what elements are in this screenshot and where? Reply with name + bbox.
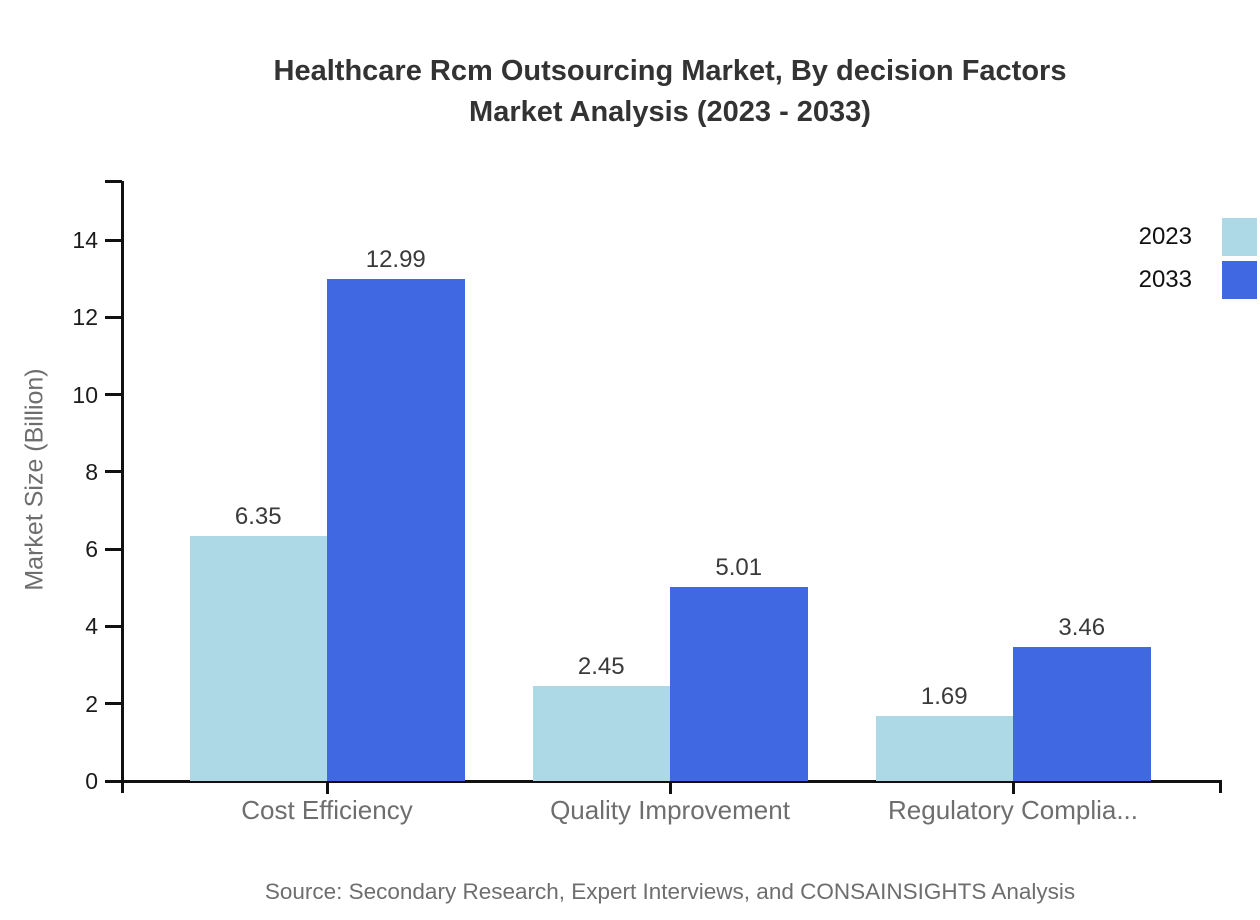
bar-2023-regulatory-complia <box>875 715 1013 781</box>
category-tick <box>325 781 329 794</box>
legend: 2023 2033 <box>1139 218 1257 299</box>
value-label: 1.69 <box>920 682 968 710</box>
category-label: Regulatory Complia... <box>888 795 1138 825</box>
y-tick <box>105 470 122 474</box>
bar-2033-quality-improvement <box>670 587 808 781</box>
y-tick-label: 14 <box>72 227 98 254</box>
y-axis-line <box>120 181 124 793</box>
legend-item-2033: 2033 <box>1139 261 1257 299</box>
value-label: 5.01 <box>715 554 763 582</box>
bar-2023-cost-efficiency <box>189 535 327 781</box>
y-tick <box>105 315 122 319</box>
y-tick-label: 0 <box>85 768 98 794</box>
chart-title: Healthcare Rcm Outsourcing Market, By de… <box>90 51 1250 133</box>
value-label: 6.35 <box>234 502 282 530</box>
value-label: 2.45 <box>577 653 625 681</box>
y-tick-label: 6 <box>85 536 98 563</box>
category-label: Cost Efficiency <box>241 795 413 825</box>
bar-2033-cost-efficiency <box>327 279 465 781</box>
y-tick <box>105 393 122 397</box>
y-tick-label: 2 <box>85 690 98 717</box>
legend-item-2023: 2023 <box>1139 218 1257 256</box>
category-tick <box>668 781 672 794</box>
y-tick-label: 8 <box>85 458 98 485</box>
y-tick <box>105 547 122 551</box>
x-axis-end-cap <box>1219 781 1222 793</box>
legend-label-2023: 2023 <box>1138 223 1192 250</box>
y-tick <box>105 238 122 242</box>
bar-2033-regulatory-complia <box>1013 647 1151 781</box>
y-tick-label: 12 <box>72 304 98 331</box>
y-tick <box>105 624 122 628</box>
chart-title-line1: Healthcare Rcm Outsourcing Market, By de… <box>273 55 1067 87</box>
source-note: Source: Secondary Research, Expert Inter… <box>264 879 1076 904</box>
chart-title-line2: Market Analysis (2023 - 2033) <box>469 96 871 128</box>
y-tick-label: 4 <box>85 613 98 640</box>
y-tick <box>105 702 122 706</box>
category-tick <box>1011 781 1015 794</box>
bar-2023-quality-improvement <box>532 686 670 781</box>
value-label: 12.99 <box>365 246 426 274</box>
x-axis-line <box>105 779 1222 783</box>
y-axis-top-cap <box>105 179 122 183</box>
y-tick-label: 10 <box>72 381 98 408</box>
legend-label-2033: 2033 <box>1138 266 1192 293</box>
legend-swatch-2033 <box>1222 261 1257 299</box>
legend-swatch-2023 <box>1222 218 1257 256</box>
y-tick <box>105 779 122 783</box>
category-label: Quality Improvement <box>550 795 790 825</box>
value-label: 3.46 <box>1058 614 1106 642</box>
